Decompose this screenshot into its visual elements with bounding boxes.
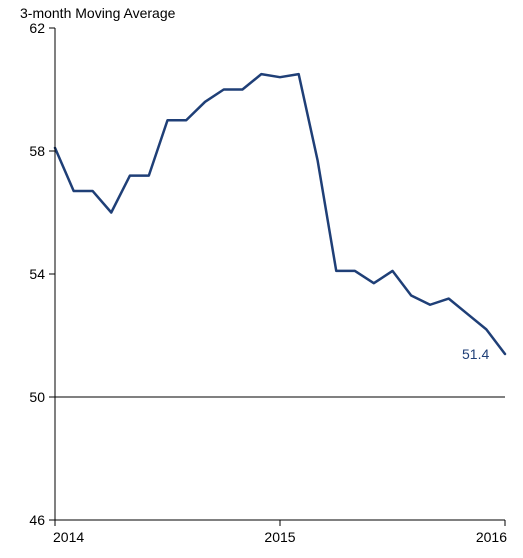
line-chart: 3-month Moving Average 51.4 46 50 54 58 62 2014…: [0, 0, 523, 558]
chart-background: [0, 0, 523, 558]
chart-title: 3-month Moving Average: [20, 5, 176, 21]
chart-container: 3-month Moving Average 51.4 46 50 54 58 62 2014…: [0, 0, 523, 558]
y-tick-label: 46: [29, 512, 45, 528]
x-tick-label: 2015: [264, 529, 295, 545]
y-tick-label: 62: [29, 20, 45, 36]
series-end-label: 51.4: [462, 346, 489, 362]
y-tick-label: 58: [29, 143, 45, 159]
y-tick-label: 54: [29, 266, 45, 282]
x-tick-label: 2016: [476, 529, 507, 545]
y-tick-label: 50: [29, 389, 45, 405]
x-tick-label: 2014: [53, 529, 84, 545]
